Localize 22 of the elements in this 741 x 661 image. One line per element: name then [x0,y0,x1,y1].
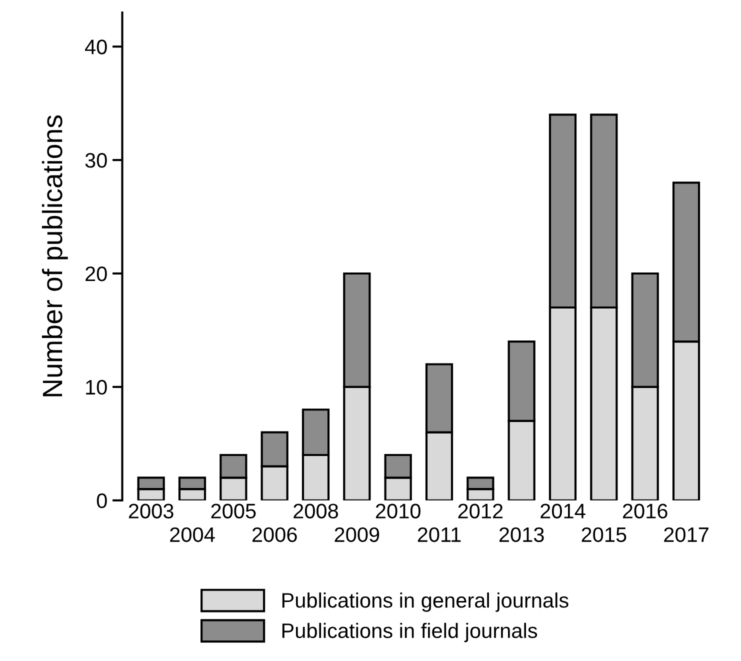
x-tick-label: 2009 [334,527,380,542]
x-tick-label: 2014 [540,504,586,518]
legend-label: Publications in general journals [282,592,568,612]
x-tick-label: 2010 [376,504,420,518]
x-tick-label: 2016 [622,504,668,518]
x-tick-label: 2015 [582,527,626,542]
x-tick-label: 2008 [294,504,338,518]
y-tick-label: 30 [85,153,107,168]
x-tick-label: 2011 [418,527,461,542]
x-tick-label: 2017 [664,527,708,542]
legend-label: Publications in field journals [282,622,538,642]
x-tick-label: 2012 [458,504,503,518]
y-tick-label: 0 [96,493,107,508]
y-tick-label: 20 [86,266,107,282]
x-tick-label: 2004 [170,527,215,542]
y-tick-label: 10 [86,380,107,395]
y-axis-title: Number of publications [42,115,68,396]
x-tick-label: 2006 [252,527,297,542]
x-tick-label: 2013 [499,527,544,542]
x-tick-label: 2005 [211,504,256,518]
y-tick-label: 40 [84,40,107,54]
x-tick-label: 2003 [128,504,174,518]
